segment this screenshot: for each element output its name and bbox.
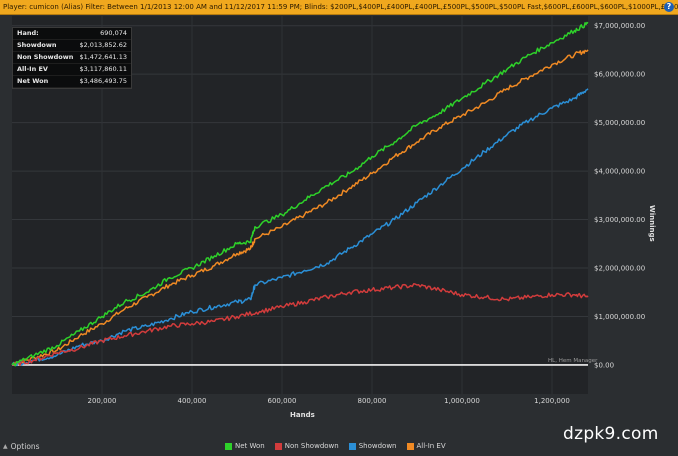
grid	[12, 16, 588, 394]
legend-item-all-in-ev[interactable]: All-In EV	[406, 440, 446, 452]
y-tick-label: $2,000,000.00	[594, 265, 645, 273]
stat-row-all-in-ev: All-In EV $3,117,860.11	[13, 64, 131, 76]
y-tick-label: $6,000,000.00	[594, 71, 645, 79]
options-button[interactable]: ▲ Options	[3, 440, 40, 453]
x-axis-ticks: 200,000 400,000 600,000 800,000 1,000,000 1,2…	[88, 397, 570, 405]
stat-label: All-In EV	[17, 65, 48, 73]
legend-swatch	[348, 442, 356, 450]
x-tick-label: 600,000	[268, 397, 297, 405]
watermark-text: dzpk9.com	[563, 424, 659, 444]
stat-label: Hand:	[17, 29, 39, 37]
chart-legend: Net Won Non Showdown Showdown All-In EV	[225, 440, 446, 452]
hm-logo-text: HL, Hem Manager	[548, 358, 598, 364]
y-tick-label: $0.00	[594, 361, 614, 369]
legend-swatch	[225, 442, 232, 450]
stat-row-hand: Hand: 690,074	[13, 28, 131, 40]
x-tick-label: 400,000	[178, 397, 207, 405]
stat-label: Net Won	[17, 77, 49, 85]
y-axis-title: Winnings	[648, 205, 656, 242]
legend-label: Showdown	[358, 442, 397, 450]
series-lines	[11, 21, 589, 367]
y-tick-label: $4,000,000.00	[594, 168, 645, 176]
y-tick-label: $3,000,000.00	[594, 216, 645, 224]
stat-label: Showdown	[17, 41, 57, 49]
series-line-all-in-ev	[11, 49, 589, 366]
y-tick-label: $5,000,000.00	[594, 119, 645, 127]
x-tick-label: 200,000	[88, 397, 117, 405]
x-tick-label: 800,000	[358, 397, 387, 405]
legend-item-net-won[interactable]: Net Won	[225, 440, 265, 452]
x-axis-title: Hands	[290, 411, 315, 419]
stat-value: $3,486,493.75	[79, 77, 127, 85]
stat-row-showdown: Showdown $2,013,852.62	[13, 40, 131, 52]
legend-swatch	[406, 442, 414, 450]
stats-panel: Hand: 690,074 Showdown $2,013,852.62 Non…	[12, 27, 132, 89]
series-line-non-showdown	[11, 282, 589, 366]
legend-item-showdown[interactable]: Showdown	[348, 440, 397, 452]
legend-item-non-showdown[interactable]: Non Showdown	[274, 440, 339, 452]
x-tick-label: 1,200,000	[534, 397, 570, 405]
filter-text: Player: cumicon (Alias) Filter: Between …	[3, 3, 678, 11]
stat-value: 690,074	[100, 29, 127, 37]
stat-value: $2,013,852.62	[79, 41, 127, 49]
legend-label: Net Won	[235, 442, 265, 450]
y-axis-ticks: $0.00 $1,000,000.00 $2,000,000.00 $3,000,00…	[594, 22, 645, 369]
series-line-showdown	[11, 88, 589, 367]
legend-label: Non Showdown	[284, 442, 339, 450]
triangle-up-icon: ▲	[3, 443, 8, 450]
stat-value: $1,472,641.13	[79, 53, 127, 61]
help-icon[interactable]: ?	[664, 2, 674, 12]
stat-value: $3,117,860.11	[79, 65, 127, 73]
stat-label: Non Showdown	[17, 53, 74, 61]
x-tick-label: 1,000,000	[444, 397, 480, 405]
legend-swatch	[274, 442, 282, 450]
filter-bar[interactable]: Player: cumicon (Alias) Filter: Between …	[0, 0, 678, 15]
options-label: Options	[10, 442, 40, 451]
series-line-net-won	[11, 21, 589, 367]
stat-row-non-showdown: Non Showdown $1,472,641.13	[13, 52, 131, 64]
y-tick-label: $7,000,000.00	[594, 22, 645, 30]
y-tick-label: $1,000,000.00	[594, 313, 645, 321]
stat-row-net-won: Net Won $3,486,493.75	[13, 76, 131, 88]
legend-label: All-In EV	[416, 442, 446, 450]
